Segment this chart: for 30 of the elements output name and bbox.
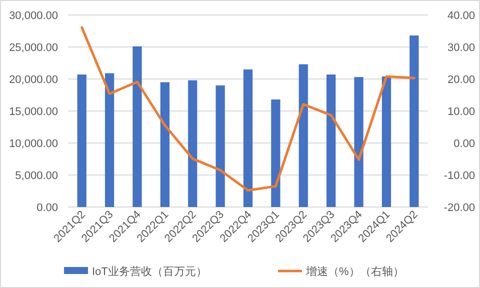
bar (382, 76, 392, 207)
y-tick-label: 15,000.00 (9, 106, 58, 118)
bar (354, 77, 364, 207)
y2-tick-label: 10.00 (447, 106, 475, 118)
y-tick-label: 0.00 (36, 202, 58, 214)
y2-tick-label: 30.00 (447, 42, 475, 54)
y-tick-label: 20,000.00 (9, 74, 58, 86)
y2-tick-label: 40.00 (447, 10, 475, 22)
legend-label: 增速（%）（右轴） (305, 265, 404, 278)
bar (410, 35, 419, 207)
bar (243, 69, 253, 207)
bar (188, 80, 198, 207)
y-tick-label: 5,000.00 (15, 170, 58, 182)
bar (160, 82, 170, 207)
bar (77, 74, 86, 207)
bar (326, 74, 336, 207)
legend-label: IoT业务营收（百万元） (92, 265, 207, 278)
bar (271, 99, 280, 207)
bar (104, 73, 114, 207)
y2-tick-label: 20.00 (447, 74, 475, 86)
bar (298, 64, 308, 207)
y-tick-label: 10,000.00 (9, 138, 58, 150)
y2-tick-label: -20.00 (444, 202, 475, 214)
bar (216, 85, 225, 207)
bar (132, 46, 142, 207)
y-tick-label: 30,000.00 (9, 10, 58, 22)
line-series (80, 26, 416, 192)
y-tick-label: 25,000.00 (9, 42, 58, 54)
y2-tick-label: -10.00 (444, 170, 475, 182)
y2-tick-label: 0.00 (454, 138, 475, 150)
